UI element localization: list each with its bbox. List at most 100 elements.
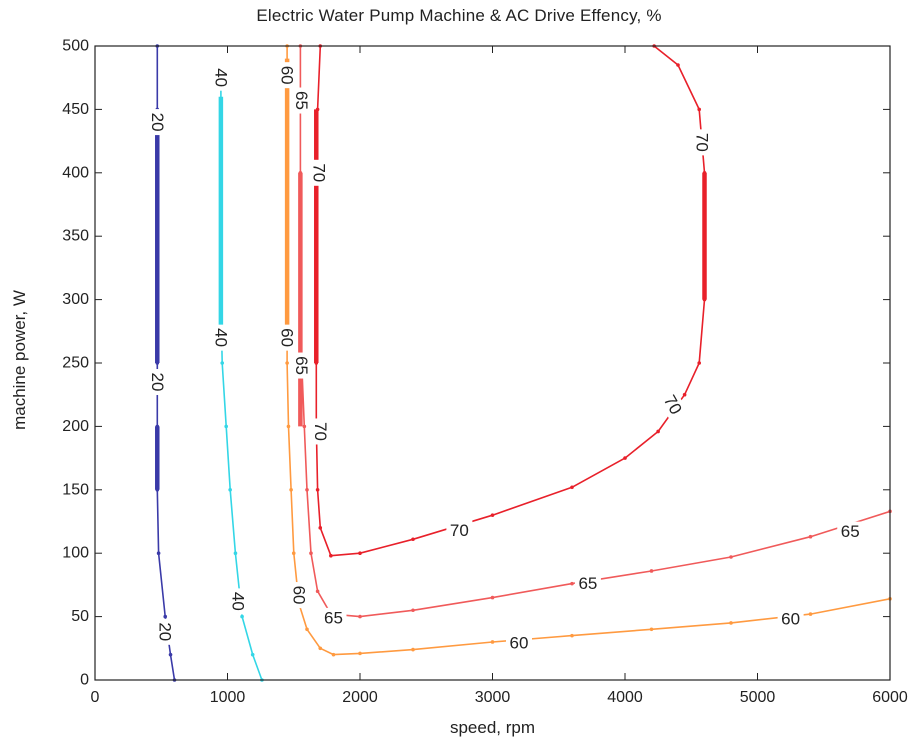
x-tick-label-6: 6000 bbox=[872, 689, 908, 706]
contour-label-bg-11 bbox=[291, 87, 312, 114]
contour-point-40-4 bbox=[224, 424, 228, 429]
contour-point-70-20 bbox=[697, 107, 701, 112]
contour-label-9: 60 bbox=[510, 634, 529, 653]
contour-line-20 bbox=[156, 46, 176, 681]
contour-point-65-5 bbox=[302, 424, 307, 429]
x-tick-label-4: 4000 bbox=[607, 689, 643, 706]
contour-label-4: 40 bbox=[211, 328, 230, 347]
contour-point-65-10 bbox=[358, 614, 362, 619]
contour-point-60-5 bbox=[289, 488, 293, 492]
contour-point-65-6 bbox=[305, 488, 309, 492]
contour-point-40-7 bbox=[240, 614, 244, 619]
contour-point-40-5 bbox=[228, 488, 232, 492]
axes: 0 1000 2000 3000 4000 5000 6000 0 50 100 150 200 250… bbox=[62, 38, 908, 707]
contour-label-bg-18 bbox=[446, 520, 473, 541]
contour-line-70 bbox=[315, 45, 706, 557]
contour-label-1: 20 bbox=[148, 373, 167, 392]
y-tick-label-5: 250 bbox=[62, 355, 89, 372]
contour-point-60-15 bbox=[649, 627, 654, 632]
contour-point-60-12 bbox=[411, 647, 415, 652]
contour-point-60-3 bbox=[285, 361, 289, 365]
contour-line-60 bbox=[286, 46, 891, 656]
contour-label-7: 60 bbox=[278, 328, 297, 347]
contour-point-65-14 bbox=[649, 569, 654, 573]
y-tick-label-0: 0 bbox=[80, 672, 89, 689]
x-tick-label-2: 2000 bbox=[342, 689, 378, 706]
y-tick-label-6: 300 bbox=[62, 291, 89, 308]
contour-label-15: 65 bbox=[841, 522, 860, 541]
contour-point-65-12 bbox=[490, 595, 495, 600]
contour-label-bg-16 bbox=[308, 159, 329, 186]
contour-label-bg-1 bbox=[147, 369, 168, 396]
contour-label-12: 65 bbox=[292, 356, 311, 375]
contour-label-bg-15 bbox=[837, 521, 864, 542]
contour-label-bg-17 bbox=[310, 418, 331, 445]
y-tick-label-2: 100 bbox=[62, 545, 89, 562]
contour-point-70-8 bbox=[318, 526, 323, 530]
plot-frame bbox=[94, 45, 891, 681]
contour-point-60-10 bbox=[331, 652, 336, 657]
x-axis-label: speed, rpm bbox=[449, 718, 536, 737]
contour-point-60-9 bbox=[318, 646, 323, 651]
contour-point-40-3 bbox=[220, 361, 224, 365]
contour-point-65-8 bbox=[315, 589, 320, 594]
contour-label-bg-10 bbox=[777, 609, 804, 630]
contour-label-18: 70 bbox=[450, 521, 469, 540]
contour-label-10: 60 bbox=[781, 610, 800, 629]
contour-label-5: 40 bbox=[229, 592, 248, 611]
contour-point-60-17 bbox=[808, 612, 813, 616]
contour-label-14: 65 bbox=[578, 574, 597, 593]
contour-point-70-14 bbox=[623, 456, 627, 460]
contour-point-20-8 bbox=[156, 551, 161, 555]
contour-lines bbox=[155, 44, 892, 682]
contour-point-60-14 bbox=[570, 633, 574, 638]
contour-point-20-10 bbox=[168, 652, 173, 657]
contour-label-bg-19 bbox=[657, 388, 688, 422]
contour-point-60-4 bbox=[286, 424, 291, 429]
contour-point-60-8 bbox=[305, 627, 309, 632]
contour-label-bg-2 bbox=[155, 618, 176, 645]
contour-label-bg-14 bbox=[574, 573, 601, 594]
contour-point-70-15 bbox=[656, 429, 660, 434]
contour-labels: 20 20 20 40 40 40 60 60 60 60 60 65 65 65 65 65 70 70 70 70… bbox=[147, 62, 864, 654]
contour-label-8: 60 bbox=[290, 586, 309, 605]
contour-point-70-12 bbox=[490, 513, 495, 517]
contour-label-13: 65 bbox=[324, 608, 343, 627]
contour-point-65-11 bbox=[411, 608, 415, 613]
contour-point-65-16 bbox=[808, 534, 813, 539]
contour-point-20-9 bbox=[163, 614, 168, 619]
contour-point-70-9 bbox=[329, 553, 333, 558]
contour-label-20: 70 bbox=[692, 133, 711, 152]
contour-point-60-16 bbox=[729, 621, 733, 625]
y-tick-label-7: 350 bbox=[62, 228, 89, 245]
contour-point-65-7 bbox=[309, 551, 313, 555]
contour-point-65-13 bbox=[570, 581, 574, 586]
x-tick-label-5: 5000 bbox=[740, 689, 776, 706]
contour-label-16: 70 bbox=[309, 163, 328, 182]
contour-label-bg-8 bbox=[289, 582, 310, 609]
y-tick-label-4: 200 bbox=[62, 418, 89, 435]
contour-label-bg-7 bbox=[277, 324, 298, 351]
contour-line-65 bbox=[299, 46, 891, 618]
contour-point-70-16 bbox=[682, 392, 687, 397]
contour-point-70-13 bbox=[570, 485, 574, 490]
contour-label-bg-13 bbox=[320, 607, 347, 628]
contour-label-bg-6 bbox=[277, 62, 298, 89]
contour-point-60-6 bbox=[291, 551, 296, 555]
contour-label-bg-12 bbox=[291, 352, 312, 379]
y-tick-label-1: 50 bbox=[71, 608, 89, 625]
y-tick-label-3: 150 bbox=[62, 481, 89, 498]
contour-label-bg-0 bbox=[147, 109, 168, 136]
contour-label-6: 60 bbox=[278, 66, 297, 85]
y-tick-label-9: 450 bbox=[62, 101, 89, 118]
chart-title: Electric Water Pump Machine & AC Drive E… bbox=[256, 6, 662, 25]
y-tick-label-10: 500 bbox=[62, 38, 89, 55]
y-tick-label-8: 400 bbox=[62, 164, 89, 181]
contour-label-2: 20 bbox=[156, 622, 175, 641]
contour-label-bg-20 bbox=[691, 129, 712, 156]
x-tick-label-1: 1000 bbox=[210, 689, 246, 706]
contour-point-40-6 bbox=[233, 551, 238, 555]
contour-label-bg-4 bbox=[210, 324, 231, 351]
contour-label-17: 70 bbox=[311, 422, 330, 441]
